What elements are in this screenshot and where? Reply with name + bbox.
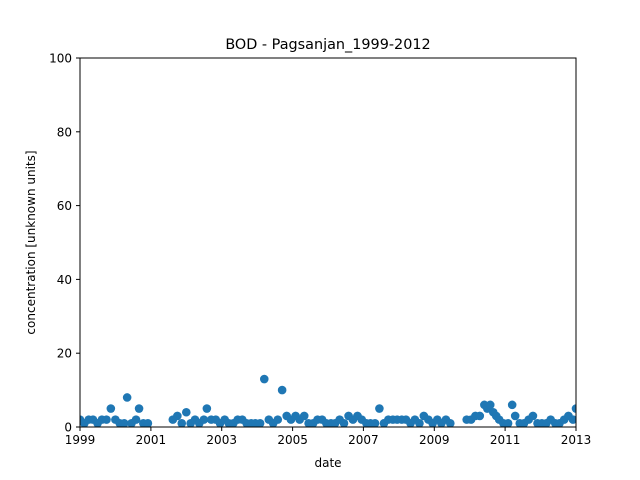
y-tick-label: 80 [57,125,72,139]
y-tick-label: 0 [64,421,72,435]
data-points [80,374,576,427]
data-point [255,419,265,427]
data-point [106,404,116,413]
data-point [485,400,495,410]
data-point [446,419,455,427]
y-axis-label: concentration [unknown units] [24,150,38,334]
data-point [415,419,424,427]
data-point [299,411,309,421]
data-point [119,419,129,427]
data-point [339,419,349,427]
plot-frame [79,57,577,428]
y-tick-label: 60 [57,199,72,213]
chart-title: BOD - Pagsanjan_1999-2012 [225,37,430,53]
data-point [102,415,111,424]
data-point [202,404,212,413]
data-point [375,404,384,413]
data-point [259,374,269,384]
data-point [277,385,287,395]
data-point [528,411,538,421]
x-axis: 1999 2001 2003 2005 2007 2009 2011 2013 [65,427,592,447]
x-axis-label: date [314,456,341,470]
x-tick-label: 2007 [348,433,379,447]
y-axis: 0 20 40 60 80 100 [49,52,80,435]
y-tick-label: 40 [57,273,72,287]
x-tick-label: 1999 [65,433,96,447]
y-tick-label: 100 [49,52,72,66]
data-point [510,411,520,421]
data-point [273,415,283,424]
x-tick-label: 2009 [419,433,450,447]
data-point [503,419,513,427]
x-tick-label: 2011 [490,433,521,447]
data-point [131,415,141,424]
data-point [173,411,182,421]
x-tick-label: 2001 [136,433,167,447]
data-point [181,407,191,417]
data-point [122,393,132,402]
data-point [475,411,485,421]
data-point [370,419,380,427]
data-point [507,400,517,410]
data-point [199,415,209,424]
data-point [177,419,187,427]
data-point [571,404,576,413]
x-tick-label: 2005 [277,433,308,447]
x-tick-label: 2003 [206,433,237,447]
x-tick-label: 2013 [561,433,592,447]
data-point [568,415,576,424]
data-point [134,404,144,413]
y-tick-label: 20 [57,347,72,361]
data-point [143,419,153,427]
